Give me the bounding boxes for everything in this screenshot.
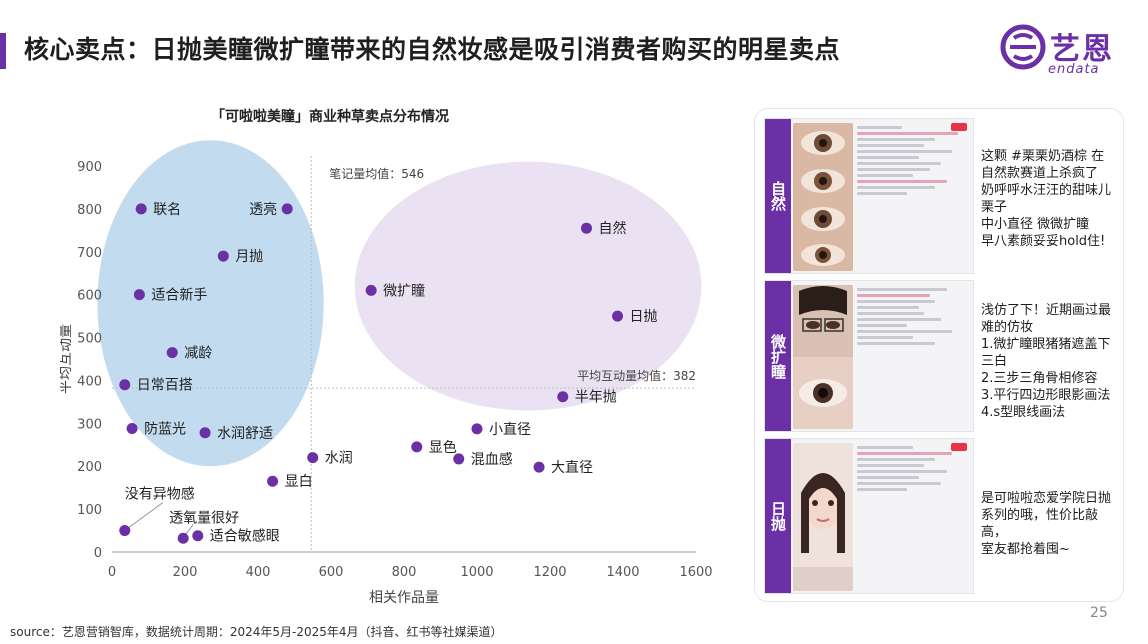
y-axis-title: 平均互动量 — [60, 324, 74, 394]
data-label: 微扩瞳 — [383, 282, 425, 299]
data-label: 显色 — [429, 439, 457, 456]
x-tick-label: 1600 — [679, 565, 712, 580]
data-point — [281, 203, 293, 215]
y-tick-label: 0 — [94, 546, 102, 561]
y-tick-label: 200 — [77, 460, 102, 475]
source-note: source：艺恩营销智库，数据统计周期：2024年5月-2025年4月（抖音、… — [10, 625, 503, 639]
y-tick-label: 800 — [77, 203, 102, 218]
data-point — [126, 422, 138, 434]
card-tag: 日抛 — [765, 439, 791, 593]
brand-logo: 艺恩 endata — [1000, 20, 1120, 80]
x-tick-label: 1200 — [533, 565, 566, 580]
x-tick-label: 0 — [108, 565, 116, 580]
follow-badge — [951, 443, 967, 451]
endata-logo-icon — [1000, 24, 1046, 70]
data-label: 没有异物感 — [125, 486, 195, 503]
x-tick-label: 600 — [319, 565, 344, 580]
face-photo — [793, 285, 853, 429]
y-tick-label: 300 — [77, 417, 102, 432]
data-point — [133, 289, 145, 301]
data-point — [557, 391, 569, 403]
data-point — [307, 452, 319, 464]
example-card-natural[interactable]: 自然 — [764, 118, 974, 274]
right-cluster-ellipse — [354, 161, 702, 411]
caption-dilation: 浅仿了下！近期画过最 难的仿妆 1.微扩瞳眼猪猪遮盖下 三白 2.三步三角骨相修容 3… — [981, 303, 1112, 420]
y-mean-label: 平均互动量均值：382 — [577, 368, 696, 383]
title-accent-bar — [0, 33, 6, 69]
page-title: 核心卖点：日抛美瞳微扩瞳带来的自然妆感是吸引消费者购买的明星卖点 — [24, 35, 841, 64]
data-point — [267, 475, 279, 487]
card-post-text — [857, 285, 969, 348]
card-tag: 自然 — [765, 119, 791, 273]
caption-natural: 这颗 #栗栗奶酒棕 在自然款赛道上杀疯了 奶呼呼水汪汪的甜味儿 栗子 中小直径 微… — [981, 149, 1112, 249]
data-point — [365, 284, 377, 296]
portrait-photo — [793, 443, 853, 591]
data-point — [199, 427, 211, 439]
x-tick-label: 800 — [392, 565, 417, 580]
y-tick-label: 400 — [77, 374, 102, 389]
data-point — [177, 532, 189, 544]
left-cluster-ellipse — [97, 140, 324, 467]
follow-badge — [951, 123, 967, 131]
data-label: 小直径 — [489, 421, 531, 438]
data-label: 显白 — [285, 474, 313, 490]
data-label: 透氧量很好 — [169, 510, 239, 526]
data-label: 月抛 — [235, 249, 263, 265]
x-axis-title: 相关作品量 — [369, 590, 439, 605]
data-point — [166, 347, 178, 359]
y-tick-label: 600 — [77, 289, 102, 304]
data-label: 适合新手 — [151, 288, 207, 304]
data-point — [119, 525, 131, 537]
data-point — [217, 250, 229, 262]
data-label: 半年抛 — [575, 390, 617, 406]
data-label: 水润舒适 — [217, 426, 273, 442]
data-label: 减龄 — [184, 346, 212, 362]
x-tick-label: 1000 — [460, 565, 493, 580]
data-point — [533, 461, 545, 473]
card-post-text — [857, 123, 969, 198]
data-point — [192, 530, 204, 542]
data-label: 适合敏感眼 — [210, 528, 280, 545]
data-point — [581, 222, 592, 234]
data-label: 联名 — [153, 202, 181, 218]
data-label: 自然 — [599, 220, 627, 237]
data-label: 日抛 — [630, 309, 658, 325]
example-card-dilation[interactable]: 微扩瞳 — [764, 280, 974, 432]
logo-en-text: endata — [1048, 62, 1100, 77]
data-label: 混血感 — [471, 451, 513, 468]
data-label: 水润 — [325, 451, 353, 467]
data-point — [411, 441, 423, 453]
data-label: 日常百搭 — [137, 378, 193, 394]
x-tick-label: 1400 — [606, 565, 639, 580]
data-point — [453, 453, 465, 465]
example-card-daily[interactable]: 日抛 — [764, 438, 974, 594]
x-tick-label: 200 — [173, 565, 198, 580]
data-point — [119, 379, 131, 391]
card-post-text — [857, 443, 969, 494]
data-label: 大直径 — [551, 459, 593, 476]
data-label: 透亮 — [249, 201, 277, 218]
card-tag: 微扩瞳 — [765, 281, 791, 431]
data-point — [135, 203, 147, 215]
data-label: 防蓝光 — [144, 421, 186, 437]
logo-cn-text: 艺恩 — [1050, 32, 1114, 67]
data-point — [612, 310, 624, 322]
y-tick-label: 900 — [77, 160, 102, 175]
data-point — [471, 423, 483, 435]
y-tick-label: 700 — [77, 246, 102, 261]
x-tick-label: 400 — [246, 565, 271, 580]
eye-photo — [793, 123, 853, 271]
x-mean-label: 笔记量均值：546 — [329, 166, 424, 181]
y-tick-label: 100 — [77, 503, 102, 518]
chart-title: 「可啦啦美瞳」商业种草卖点分布情况 — [211, 109, 449, 125]
page-number: 25 — [1090, 605, 1108, 621]
caption-daily: 是可啦啦恋爱学院日抛 系列的哦，性价比敲高， 室友都抢着囤~ — [981, 491, 1112, 557]
label-leader-line — [124, 502, 164, 531]
y-tick-label: 500 — [77, 332, 102, 347]
